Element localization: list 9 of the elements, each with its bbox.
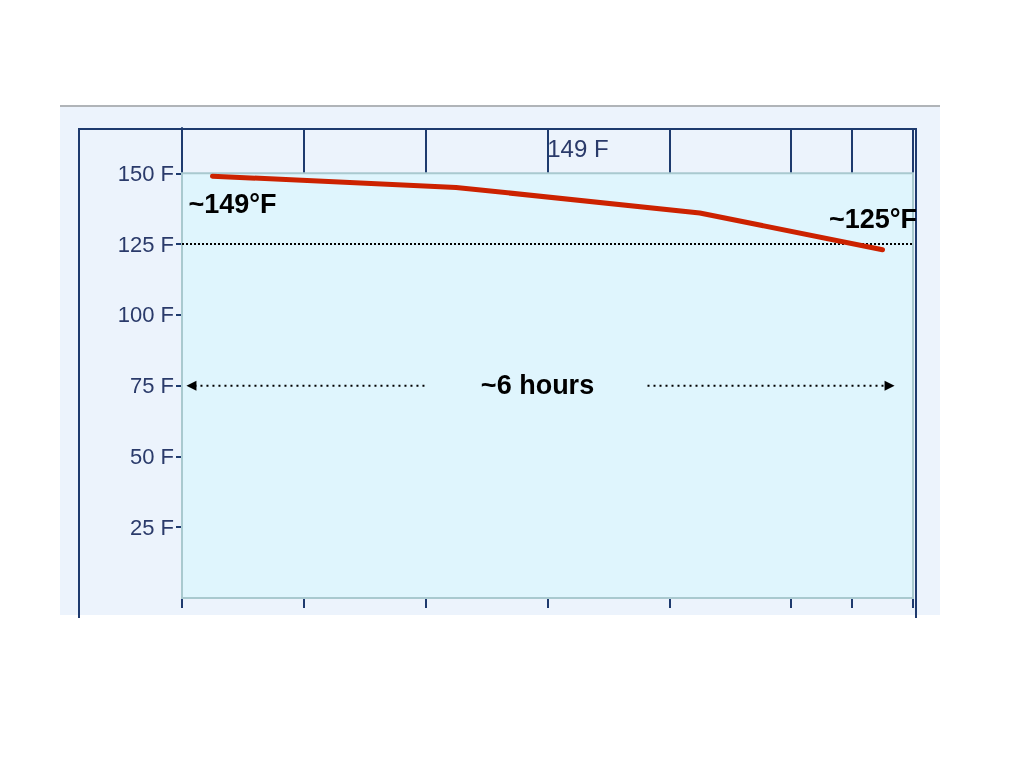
y-tick-label: 125 F [117, 231, 174, 257]
annotation: ~149°F [188, 188, 277, 219]
y-tick-label: 25 F [129, 514, 174, 540]
y-tick-label: 50 F [129, 443, 174, 469]
annotation: 149 F [547, 134, 609, 162]
annotation: ~6 hours [480, 370, 595, 401]
y-tick-label: 100 F [117, 302, 174, 328]
y-tick-label: 75 F [129, 373, 174, 399]
y-tick-label: 150 F [117, 160, 174, 186]
